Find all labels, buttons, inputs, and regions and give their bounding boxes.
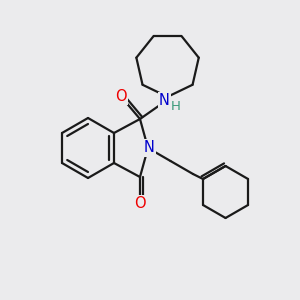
Text: H: H xyxy=(171,100,181,113)
Text: O: O xyxy=(134,196,146,211)
Text: O: O xyxy=(115,89,127,104)
Text: N: N xyxy=(143,140,155,155)
Text: N: N xyxy=(159,93,170,108)
